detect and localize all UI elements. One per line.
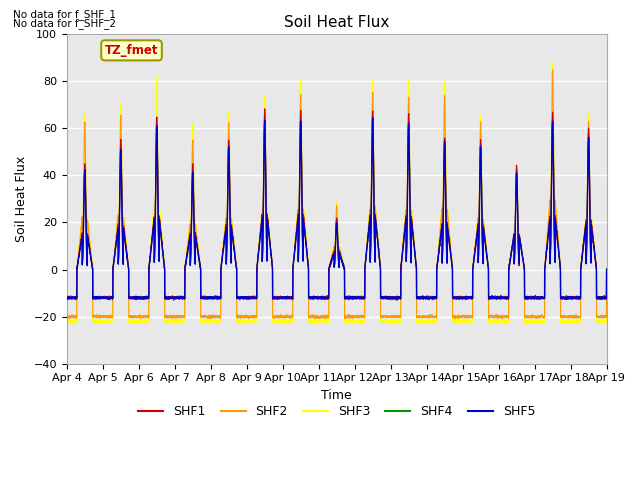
Line: SHF1: SHF1: [67, 109, 607, 300]
SHF4: [317, 294, 324, 300]
Text: TZ_fmet: TZ_fmet: [105, 44, 158, 57]
X-axis label: Time: Time: [321, 389, 352, 402]
SHF1: [458, 295, 465, 300]
Line: SHF2: SHF2: [67, 70, 607, 319]
SHF5: [369, 115, 376, 121]
Line: SHF5: SHF5: [67, 118, 607, 299]
SHF5: [458, 295, 465, 301]
SHF1: [160, 257, 168, 263]
SHF5: [563, 296, 571, 302]
Text: No data for f_SHF_2: No data for f_SHF_2: [13, 18, 116, 29]
SHF4: [603, 266, 611, 272]
SHF2: [160, 259, 168, 264]
SHF3: [488, 318, 496, 324]
SHF1: [317, 295, 324, 301]
SHF5: [160, 259, 168, 264]
SHF3: [532, 321, 540, 327]
SHF4: [488, 294, 496, 300]
SHF3: [458, 318, 465, 324]
SHF4: [170, 298, 177, 303]
SHF1: [602, 296, 610, 301]
SHF2: [428, 313, 435, 319]
SHF5: [428, 295, 436, 301]
SHF1: [261, 106, 269, 112]
SHF5: [603, 267, 611, 273]
SHF3: [160, 255, 168, 261]
SHF3: [603, 267, 611, 273]
Legend: SHF1, SHF2, SHF3, SHF4, SHF5: SHF1, SHF2, SHF3, SHF4, SHF5: [133, 400, 540, 423]
Line: SHF3: SHF3: [67, 63, 607, 324]
SHF2: [488, 314, 496, 320]
SHF4: [428, 294, 436, 300]
SHF2: [603, 266, 611, 272]
SHF2: [63, 313, 70, 319]
SHF4: [160, 258, 168, 264]
SHF2: [317, 313, 324, 319]
SHF2: [452, 316, 460, 322]
SHF5: [488, 296, 496, 301]
SHF1: [488, 294, 496, 300]
SHF3: [428, 317, 435, 323]
SHF1: [393, 298, 401, 303]
SHF3: [317, 319, 324, 324]
Y-axis label: Soil Heat Flux: Soil Heat Flux: [15, 156, 28, 242]
SHF4: [369, 114, 376, 120]
SHF1: [428, 295, 436, 300]
SHF2: [602, 315, 610, 321]
SHF5: [602, 295, 610, 301]
SHF2: [458, 312, 465, 318]
SHF4: [602, 296, 610, 302]
SHF5: [317, 294, 324, 300]
SHF3: [63, 317, 70, 323]
SHF2: [549, 67, 557, 72]
SHF3: [602, 319, 610, 324]
SHF4: [63, 297, 70, 302]
Title: Soil Heat Flux: Soil Heat Flux: [284, 15, 389, 30]
SHF1: [63, 296, 70, 301]
SHF1: [603, 266, 611, 272]
SHF3: [548, 60, 556, 66]
Line: SHF4: SHF4: [67, 117, 607, 300]
SHF5: [63, 294, 70, 300]
SHF4: [458, 294, 465, 300]
Text: No data for f_SHF_1: No data for f_SHF_1: [13, 9, 116, 20]
